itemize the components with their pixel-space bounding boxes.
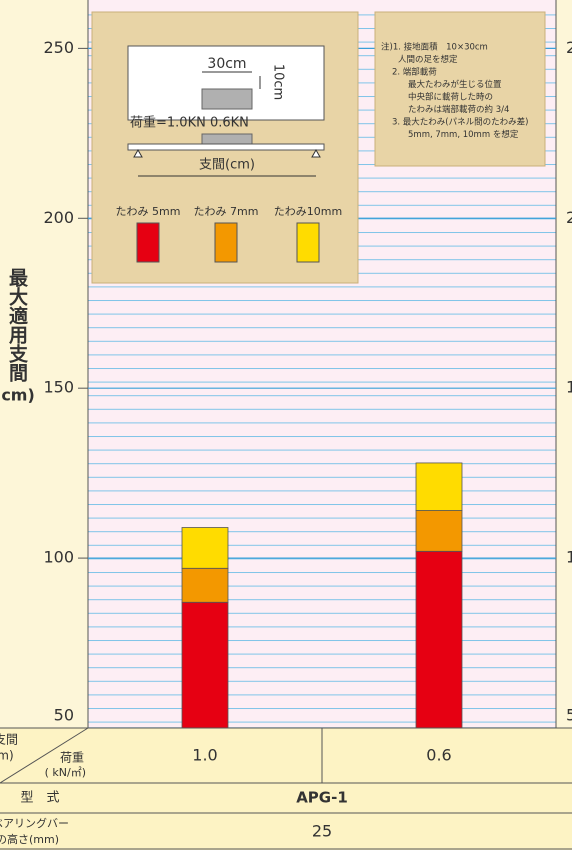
support <box>133 148 321 158</box>
legend-label: たわみ 5mm <box>116 205 181 218</box>
legend-swatch <box>296 222 320 263</box>
foot-block <box>201 133 253 145</box>
y-tick-label-right: 250 <box>566 38 572 57</box>
panel-side <box>127 143 325 151</box>
table-header: の高さ(mm) <box>0 832 59 846</box>
y-axis-label: 最大適用支間 <box>6 268 29 382</box>
table-cell: APG-1 <box>296 789 348 807</box>
note: 2. 端部載荷 <box>392 67 437 78</box>
y-tick-label-right: 200 <box>566 208 572 227</box>
diagram-label: 支間(cm) <box>199 158 255 173</box>
legend-label: たわみ 7mm <box>194 205 259 218</box>
note: 5mm, 7mm, 10mm を想定 <box>408 129 519 140</box>
bar-segment <box>181 567 229 603</box>
diagram-label: 10cm <box>271 64 286 100</box>
y-tick-label-right: 100 <box>566 548 572 567</box>
table-header: (cm) <box>0 749 14 763</box>
table-header: ( kN/㎡) <box>45 766 86 779</box>
bar-segment <box>415 462 463 511</box>
table-header: 荷重 <box>60 751 84 765</box>
y-tick-label-right: 50 <box>566 706 572 725</box>
y-tick-label: 250 <box>43 38 74 57</box>
y-tick-label: 200 <box>43 208 74 227</box>
note: 人間の足を想定 <box>398 54 458 65</box>
legend-swatch <box>136 222 160 263</box>
table-header: 支間 <box>0 733 18 747</box>
note: たわみは端部載荷の約 3/4 <box>408 104 509 115</box>
note: 3. 最大たわみ(パネル間のたわみ差) <box>392 117 528 128</box>
table-cell: 25 <box>312 822 332 841</box>
note: 中央部に載荷した時の <box>408 92 493 103</box>
y-tick-label: 50 <box>54 706 74 725</box>
legend-swatch <box>214 222 238 263</box>
y-tick-label-right: 150 <box>566 378 572 397</box>
note: 注)1. 接地面積 10×30cm <box>381 42 488 53</box>
diagram-label: 荷重=1.0KN 0.6KN <box>130 115 249 131</box>
axis-panel <box>0 0 88 728</box>
table <box>0 728 572 850</box>
legend-label: たわみ10mm <box>274 205 342 218</box>
foot-block <box>201 88 253 110</box>
y-tick-label: 150 <box>43 378 74 397</box>
bar-segment <box>181 601 229 729</box>
y-tick-label: 100 <box>43 548 74 567</box>
diagram-label: 30cm <box>207 56 246 72</box>
x-tick-label: 1.0 <box>192 746 217 765</box>
note: 最大たわみが生じる位置 <box>408 79 502 90</box>
axis-panel-right <box>556 0 572 728</box>
table-header: ベアリングバー <box>0 816 69 830</box>
notes-box <box>374 11 546 167</box>
bar-segment <box>415 510 463 552</box>
y-axis-label: (cm) <box>0 386 35 405</box>
x-tick-label: 0.6 <box>426 746 451 765</box>
bar-segment <box>181 527 229 569</box>
bar-segment <box>415 550 463 729</box>
table-header: 型 式 <box>20 791 59 806</box>
